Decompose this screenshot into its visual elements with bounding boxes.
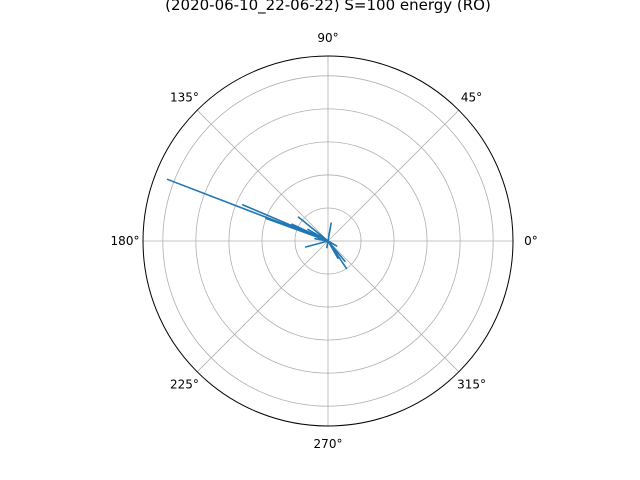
theta-tick-label-135: 135°: [170, 90, 199, 104]
theta-tick-label-315: 315°: [457, 378, 486, 392]
angular-grid-line-315: [327, 240, 460, 373]
polar-frame: [142, 55, 514, 427]
theta-tick-label-90: 90°: [317, 31, 338, 45]
series-line-1: [166, 178, 348, 270]
angular-grid-line-225: [196, 240, 329, 373]
frame-layer: [142, 55, 514, 427]
theta-tick-label-180: 180°: [111, 234, 140, 248]
theta-tick-label-225: 225°: [170, 378, 199, 392]
label-layer: 0° 45° 90° 135° 180° 225° 270° 315°: [111, 31, 538, 451]
angular-grid-line-135: [196, 109, 329, 242]
chart-title: (2020-06-10_22-06-22) S=100 energy (RO): [165, 0, 491, 14]
theta-tick-label-270: 270°: [314, 437, 343, 451]
angular-grid-line-45: [327, 109, 460, 242]
data-layer: [166, 178, 348, 270]
theta-tick-label-45: 45°: [461, 90, 482, 104]
grid-layer: [143, 56, 513, 426]
theta-tick-label-0: 0°: [524, 234, 538, 248]
